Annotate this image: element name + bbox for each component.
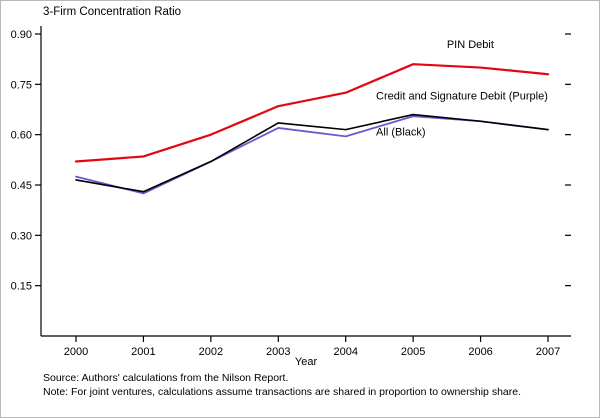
concentration-line-chart: 0.15 0.30 0.45 0.60 0.75 0.90 2000 2001 2002 2003… [11, 26, 571, 368]
y-tick-label: 0.30 [11, 230, 32, 242]
series-line-pin-debit [74, 63, 550, 163]
y-tick-label: 0.90 [11, 29, 32, 41]
joint-venture-note: Note: For joint ventures, calculations a… [43, 386, 521, 398]
x-tick-label: 2001 [131, 346, 155, 358]
x-tick-label: 2002 [199, 346, 223, 358]
y-tick-label: 0.60 [11, 130, 32, 142]
x-tick-label: 2006 [468, 346, 492, 358]
source-note: Source: Authors' calculations from the N… [43, 372, 289, 384]
x-tick-label: 2004 [333, 346, 357, 358]
chart-annotation: PIN Debit [447, 39, 494, 51]
y-tick-label: 0.75 [11, 79, 32, 91]
x-axis-label: Year [295, 356, 318, 368]
chart-title: 3-Firm Concentration Ratio [43, 6, 182, 18]
x-tick-label: 2005 [401, 346, 425, 358]
x-tick-label: 2000 [64, 346, 88, 358]
x-tick-label: 2007 [536, 346, 560, 358]
chart-annotation: Credit and Signature Debit (Purple) [376, 90, 548, 102]
footnotes: Source: Authors' calculations from the N… [43, 371, 521, 399]
y-tick-label: 0.15 [11, 281, 32, 293]
y-tick-label: 0.45 [11, 180, 32, 192]
x-tick-label: 2003 [266, 346, 290, 358]
series-line-all [75, 113, 549, 193]
chart-annotation: All (Black) [376, 126, 426, 138]
